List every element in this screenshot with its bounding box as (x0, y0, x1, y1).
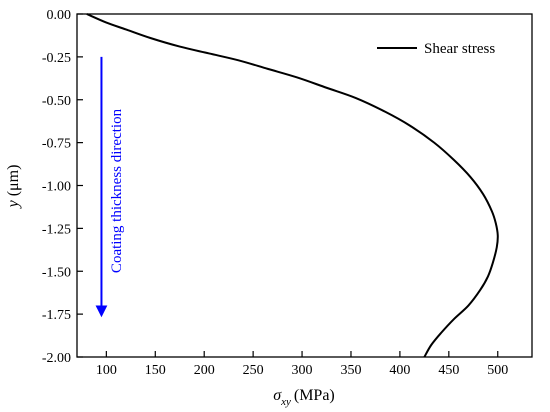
x-axis-subscript: xy (280, 396, 291, 408)
plot-frame (76, 13, 533, 358)
x-axis-unit: (MPa) (294, 387, 335, 404)
x-tick-label: 350 (340, 363, 361, 378)
coating-direction-label: Coating thickness direction (109, 108, 125, 273)
y-axis-unit: (μm) (5, 165, 22, 197)
y-axis-label: y (μm) (5, 165, 22, 210)
x-axis-label: σxy (MPa) (273, 387, 335, 408)
x-tick-label: 450 (438, 363, 459, 378)
y-tick-label: -1.75 (42, 308, 71, 323)
y-tick-label: -0.50 (42, 94, 71, 109)
x-tick-label: 400 (389, 363, 410, 378)
y-tick-label: -1.00 (42, 180, 71, 195)
x-tick-label: 500 (487, 363, 508, 378)
series-line-shear-stress (86, 13, 499, 358)
x-tick-label: 200 (194, 363, 215, 378)
y-tick-label: -2.00 (42, 351, 71, 366)
y-tick-label: 0.00 (47, 8, 72, 23)
y-ticks: 0.00 -0.25 -0.50 -0.75 -1.00 -1.25 -1.50 -1.75 -… (42, 8, 83, 366)
y-tick-label: -1.50 (42, 265, 71, 280)
y-axis-symbol: y (5, 199, 22, 209)
y-tick-label: -0.25 (42, 51, 71, 66)
y-tick-label: -1.25 (42, 222, 71, 237)
x-tick-label: 300 (292, 363, 313, 378)
y-tick-label: -0.75 (42, 137, 71, 152)
legend-label-shear-stress: Shear stress (424, 41, 495, 57)
x-ticks: 100 150 200 250 300 350 400 450 500 (96, 351, 508, 378)
x-tick-label: 250 (243, 363, 264, 378)
x-tick-label: 100 (96, 363, 117, 378)
x-axis-symbol: σ (273, 387, 282, 404)
legend: Shear stress (377, 41, 495, 57)
x-tick-label: 150 (145, 363, 166, 378)
